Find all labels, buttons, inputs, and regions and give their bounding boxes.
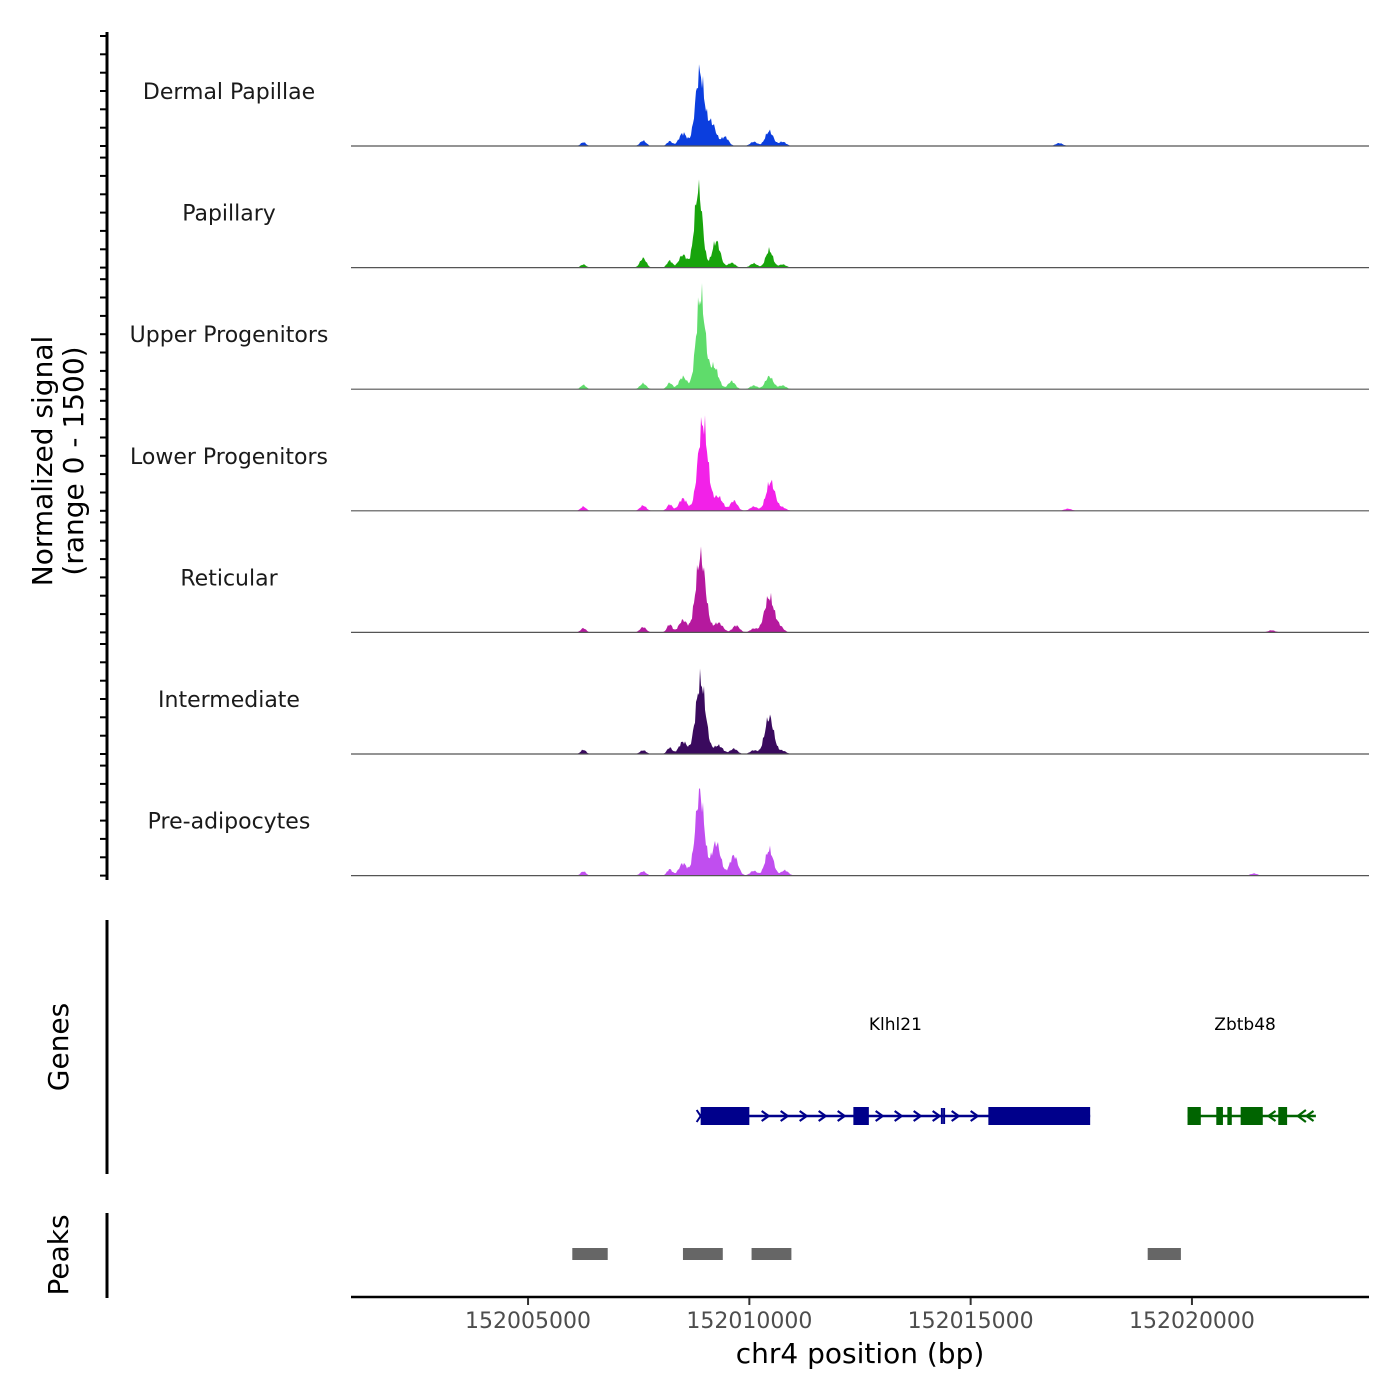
strand-chevron [932,1110,942,1122]
signal-tracks: Dermal Papillae Papillary Upper Progenitor… [130,64,1369,877]
gene-exon [1187,1107,1201,1125]
y-axis-label-line2: (range 0 - 1500) [57,346,90,575]
track-2: Upper Progenitors [130,282,1369,390]
track-5: Intermediate [158,668,1369,755]
gene-exon [1227,1107,1232,1125]
signal-area [351,788,1369,876]
x-tick-label: 152015000 [908,1309,1034,1334]
strand-chevron [761,1110,771,1122]
signal-y-axis [100,32,109,880]
gene-end-arrow [1296,1109,1307,1123]
track-1: Papillary [182,179,1369,269]
x-tick-label: 152005000 [465,1309,591,1334]
genes-track-label: Genes [42,1003,75,1091]
genes-track: Klhl21 Zbtb48 [695,1015,1316,1125]
x-tick-label: 152010000 [686,1309,812,1334]
track-label: Dermal Papillae [143,80,315,105]
strand-chevron [780,1110,790,1122]
track-label: Papillary [182,202,276,227]
gene-Klhl21: Klhl21 [695,1015,1091,1125]
gene-Zbtb48: Zbtb48 [1187,1015,1316,1125]
strand-chevron [1304,1110,1315,1122]
track-label: Lower Progenitors [130,445,328,470]
x-axis-label: chr4 position (bp) [736,1337,985,1370]
strand-chevron [970,1110,980,1122]
signal-area [351,415,1369,511]
strand-chevron [818,1110,828,1122]
peak-region [682,1248,723,1260]
gene-name: Klhl21 [869,1015,922,1035]
track-6: Pre-adipocytes [148,788,1369,877]
track-4: Reticular [180,546,1369,634]
x-axis-ticks: 152005000 152010000 152015000 152020000 [465,1298,1255,1334]
gene-exon [700,1107,750,1125]
gene-exon [1216,1107,1223,1125]
signal-area [351,179,1369,268]
signal-area [351,282,1369,390]
strand-chevron [1266,1110,1277,1122]
gene-exon [853,1107,869,1125]
track-label: Reticular [180,566,278,591]
strand-chevron [951,1110,961,1122]
gene-exon [1278,1107,1288,1125]
peaks-track-label: Peaks [42,1214,75,1295]
track-label: Pre-adipocytes [148,810,311,835]
strand-chevron [799,1110,809,1122]
signal-area [351,64,1369,146]
track-label: Upper Progenitors [130,323,329,348]
track-3: Lower Progenitors [130,415,1369,512]
signal-area [351,668,1369,754]
strand-chevron [837,1110,847,1122]
gene-start-mark [695,1109,706,1123]
strand-chevron [875,1110,885,1122]
track-0: Dermal Papillae [143,64,1369,147]
peak-region [751,1248,792,1260]
y-axis-label-line1: Normalized signal [26,336,59,587]
x-tick-label: 152020000 [1129,1309,1255,1334]
gene-exon [988,1107,1091,1125]
strand-chevron [894,1110,904,1122]
peak-region [572,1248,608,1260]
gene-exon [1240,1107,1263,1125]
gene-name: Zbtb48 [1214,1015,1276,1035]
peak-region [1147,1248,1181,1260]
peaks-track [572,1248,1181,1260]
strand-chevron [913,1110,923,1122]
track-label: Intermediate [158,688,300,713]
signal-area [351,546,1369,633]
